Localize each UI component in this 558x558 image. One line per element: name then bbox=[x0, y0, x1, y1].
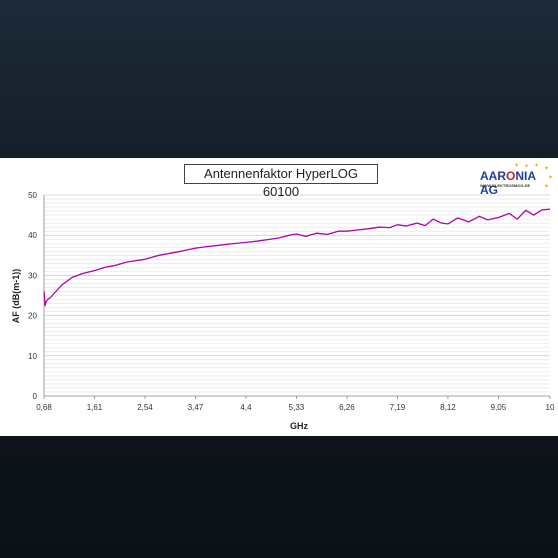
x-tick-label: 8,12 bbox=[440, 403, 456, 412]
x-tick-label: 3,47 bbox=[188, 403, 204, 412]
x-axis-title: GHz bbox=[290, 421, 309, 431]
x-tick-label: 6,26 bbox=[339, 403, 355, 412]
y-tick-label: 0 bbox=[33, 392, 38, 401]
x-tick-label: 10 bbox=[546, 403, 555, 412]
y-tick-label: 20 bbox=[28, 312, 37, 321]
y-tick-label: 50 bbox=[28, 191, 37, 200]
antenna-factor-chart: 0 10 20 30 40 50 0,68 1,61 2,54 3,47 4,4 5,33 6,26 7,… bbox=[11, 191, 555, 431]
grid-lines bbox=[44, 194, 550, 393]
x-tick-label: 4,4 bbox=[240, 403, 252, 412]
series-line bbox=[43, 208, 551, 307]
company-logo: ✦ ✦ ✦ ✦ ✦ ✦ AARONIA AG WWW.ELEKTROSMOG.D… bbox=[480, 163, 554, 197]
chart-title: Antennenfaktor HyperLOG 60100 bbox=[184, 164, 378, 199]
x-tick-label: 2,54 bbox=[137, 403, 153, 412]
x-tick-label: 1,61 bbox=[87, 403, 103, 412]
chart-panel: 0 10 20 30 40 50 0,68 1,61 2,54 3,47 4,4 5,33 6,26 7,… bbox=[0, 158, 558, 436]
x-tick-label: 7,19 bbox=[390, 403, 406, 412]
y-axis-title: AF (dB(m-1)) bbox=[11, 269, 21, 324]
x-tick-label: 0,68 bbox=[36, 403, 52, 412]
y-tick-label: 30 bbox=[28, 271, 37, 280]
tick-labels: 0 10 20 30 40 50 0,68 1,61 2,54 3,47 4,4 5,33 6,26 7,… bbox=[28, 191, 555, 412]
y-tick-label: 40 bbox=[28, 231, 37, 240]
x-tick-label: 5,33 bbox=[289, 403, 305, 412]
x-tick-label: 9,05 bbox=[491, 403, 507, 412]
series-layer bbox=[43, 208, 551, 307]
y-tick-label: 10 bbox=[28, 352, 37, 361]
